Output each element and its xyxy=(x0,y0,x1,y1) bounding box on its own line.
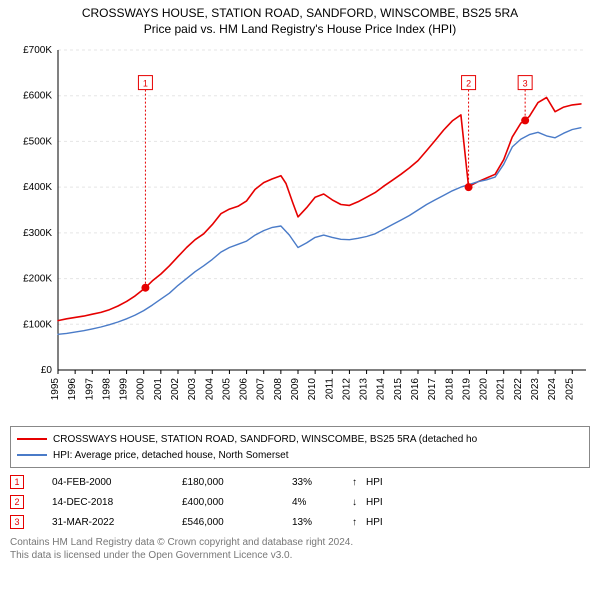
x-tick-label: 2015 xyxy=(393,378,404,401)
sale-price: £546,000 xyxy=(182,517,292,528)
sale-vs-hpi: HPI xyxy=(366,517,383,528)
x-tick-label: 2001 xyxy=(153,378,164,401)
x-tick-label: 2022 xyxy=(513,378,524,401)
sale-price: £180,000 xyxy=(182,477,292,488)
sale-arrow-icon: ↑ xyxy=(352,477,366,488)
x-tick-label: 2006 xyxy=(239,378,250,401)
x-tick-label: 2014 xyxy=(376,378,387,401)
x-tick-label: 2018 xyxy=(444,378,455,401)
sales-row: 1 04-FEB-2000£180,00033%↑HPI xyxy=(10,472,590,492)
chart-title-main: CROSSWAYS HOUSE, STATION ROAD, SANDFORD,… xyxy=(0,0,600,20)
sale-marker-dot xyxy=(521,116,529,124)
sales-row: 3 31-MAR-2022£546,00013%↑HPI xyxy=(10,512,590,532)
x-tick-label: 2024 xyxy=(547,378,558,401)
y-tick-label: £500K xyxy=(23,136,52,147)
sale-marker-number: 3 xyxy=(523,79,528,89)
chart-container: CROSSWAYS HOUSE, STATION ROAD, SANDFORD,… xyxy=(0,0,600,590)
sale-vs-hpi: HPI xyxy=(366,497,383,508)
sales-row: 2 14-DEC-2018£400,0004%↓HPI xyxy=(10,492,590,512)
x-tick-label: 2008 xyxy=(273,378,284,401)
attribution: Contains HM Land Registry data © Crown c… xyxy=(10,536,590,562)
sale-pct: 33% xyxy=(292,477,352,488)
y-tick-label: £600K xyxy=(23,91,52,102)
sale-number-box: 1 xyxy=(10,475,24,489)
x-tick-label: 2010 xyxy=(307,378,318,401)
series-hpi xyxy=(58,128,581,335)
sale-pct: 13% xyxy=(292,517,352,528)
x-tick-label: 2007 xyxy=(256,378,267,401)
x-tick-label: 2023 xyxy=(530,378,541,401)
y-tick-label: £400K xyxy=(23,182,52,193)
x-tick-label: 2012 xyxy=(341,378,352,401)
x-tick-label: 2004 xyxy=(204,378,215,401)
legend-label: HPI: Average price, detached house, Nort… xyxy=(53,450,289,461)
chart-plot-area: £0 £100K £200K £300K £400K £500K £600K £700K 199… xyxy=(10,40,590,420)
x-tick-label: 2011 xyxy=(324,378,335,400)
attribution-line1: Contains HM Land Registry data © Crown c… xyxy=(10,536,590,549)
sale-number-box: 2 xyxy=(10,495,24,509)
x-tick-label: 1998 xyxy=(101,378,112,401)
sale-vs-hpi: HPI xyxy=(366,477,383,488)
legend-label: CROSSWAYS HOUSE, STATION ROAD, SANDFORD,… xyxy=(53,434,477,445)
attribution-line2: This data is licensed under the Open Gov… xyxy=(10,549,590,562)
sale-marker-number: 2 xyxy=(466,79,471,89)
sale-arrow-icon: ↓ xyxy=(352,497,366,508)
x-tick-label: 1995 xyxy=(50,378,61,401)
x-tick-label: 2000 xyxy=(136,378,147,401)
legend-color-swatch xyxy=(17,438,47,440)
y-tick-label: £100K xyxy=(23,319,52,330)
chart-svg: £0 £100K £200K £300K £400K £500K £600K £700K 199… xyxy=(10,40,590,420)
sale-date: 31-MAR-2022 xyxy=(52,517,182,528)
sale-marker-dot xyxy=(141,284,149,292)
sales-table: 104-FEB-2000£180,00033%↑HPI214-DEC-2018£… xyxy=(10,472,590,532)
chart-title-sub: Price paid vs. HM Land Registry's House … xyxy=(0,20,600,40)
x-tick-label: 2017 xyxy=(427,378,438,401)
x-tick-label: 2003 xyxy=(187,378,198,401)
x-tick-label: 2025 xyxy=(564,378,575,401)
sale-date: 14-DEC-2018 xyxy=(52,497,182,508)
sale-price: £400,000 xyxy=(182,497,292,508)
legend-row: CROSSWAYS HOUSE, STATION ROAD, SANDFORD,… xyxy=(17,431,583,447)
sale-marker-number: 1 xyxy=(143,79,148,89)
y-tick-label: £200K xyxy=(23,274,52,285)
x-tick-label: 2005 xyxy=(221,378,232,401)
x-tick-label: 2002 xyxy=(170,378,181,401)
x-tick-label: 1997 xyxy=(84,378,95,401)
sale-date: 04-FEB-2000 xyxy=(52,477,182,488)
x-tick-label: 2013 xyxy=(359,378,370,401)
x-tick-label: 2021 xyxy=(496,378,507,401)
y-tick-label: £700K xyxy=(23,45,52,56)
series-price_paid xyxy=(58,98,581,321)
x-tick-label: 2020 xyxy=(479,378,490,401)
y-tick-label: £300K xyxy=(23,228,52,239)
sale-number-box: 3 xyxy=(10,515,24,529)
legend: CROSSWAYS HOUSE, STATION ROAD, SANDFORD,… xyxy=(10,426,590,468)
x-tick-label: 2009 xyxy=(290,378,301,401)
sale-marker-dot xyxy=(465,183,473,191)
legend-color-swatch xyxy=(17,454,47,456)
legend-row: HPI: Average price, detached house, Nort… xyxy=(17,447,583,463)
y-tick-label: £0 xyxy=(41,365,53,376)
sale-arrow-icon: ↑ xyxy=(352,517,366,528)
x-tick-label: 2016 xyxy=(410,378,421,401)
x-tick-label: 1996 xyxy=(67,378,78,401)
sale-pct: 4% xyxy=(292,497,352,508)
x-tick-label: 2019 xyxy=(461,378,472,401)
x-tick-label: 1999 xyxy=(119,378,130,401)
